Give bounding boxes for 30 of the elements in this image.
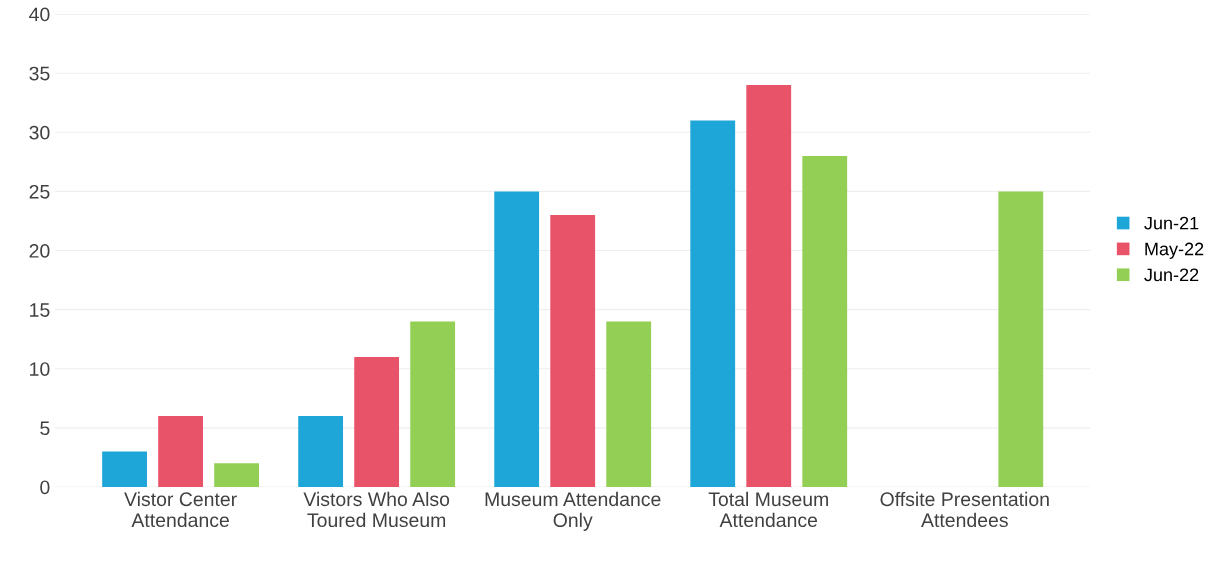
- y-tick-label: 30: [29, 125, 50, 140]
- bar: [550, 215, 596, 487]
- bar: [354, 356, 400, 487]
- bar: [494, 191, 540, 487]
- bar: [158, 416, 203, 487]
- legend-label: Jun-21: [1144, 216, 1199, 230]
- bar: [410, 321, 456, 487]
- bar: [102, 451, 147, 487]
- bar: [998, 191, 1044, 487]
- x-tick-label: Offsite Presentation Attendees: [880, 491, 1049, 528]
- y-tick-label: 5: [40, 421, 50, 436]
- x-tick-label: Total Museum Attendance: [708, 491, 828, 528]
- y-tick-label: 40: [29, 7, 50, 22]
- x-tick-label: Vistors Who Also Toured Museum: [303, 491, 450, 528]
- y-tick-label: 15: [30, 303, 50, 317]
- bar: [802, 155, 848, 487]
- y-tick-label: 25: [29, 184, 50, 199]
- bar: [606, 321, 652, 487]
- bar: [690, 120, 736, 487]
- bar: [298, 416, 344, 487]
- legend-label: Jun-22: [1144, 268, 1199, 282]
- y-tick-label: 35: [29, 66, 50, 81]
- y-tick-label: 10: [30, 362, 50, 376]
- bar: [214, 463, 260, 487]
- y-tick-label: 0: [40, 480, 50, 495]
- legend-label: May-22: [1145, 242, 1204, 259]
- y-tick-label: 20: [29, 244, 50, 258]
- x-tick-label: Museum Attendance Only: [485, 491, 661, 531]
- x-tick-label: Vistor Center Attendance: [124, 491, 237, 528]
- bar: [746, 85, 792, 487]
